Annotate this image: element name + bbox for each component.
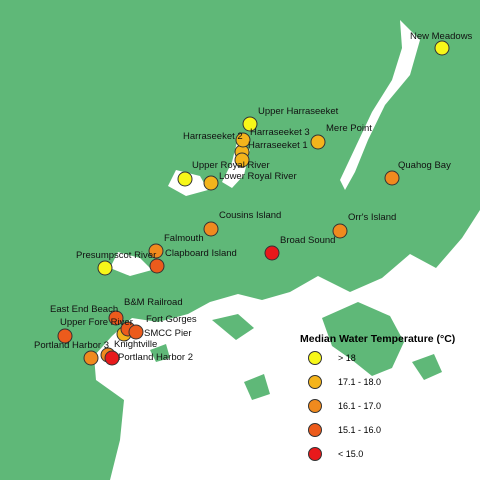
- site-marker: [83, 350, 99, 366]
- site-label: Knightville: [114, 339, 157, 350]
- site-marker: [57, 328, 73, 344]
- site-marker: [310, 134, 326, 150]
- site-label: SMCC Pier: [144, 328, 192, 339]
- site-label: Portland Harbor 2: [118, 352, 193, 363]
- site-label: Quahog Bay: [398, 160, 451, 171]
- site-marker: [235, 132, 251, 148]
- legend-swatch: [308, 423, 322, 437]
- legend-items: > 18 17.1 - 18.0 16.1 - 17.0 15.1 - 16.0 < 1…: [308, 351, 381, 461]
- site-label: Portland Harbor 3: [34, 340, 109, 351]
- inlet: [110, 252, 152, 276]
- legend-swatch: [308, 399, 322, 413]
- site-marker: [104, 350, 120, 366]
- legend-swatch: [308, 375, 322, 389]
- site-marker: [384, 170, 400, 186]
- site-marker: [177, 171, 193, 187]
- site-marker: [97, 260, 113, 276]
- legend-swatch: [308, 447, 322, 461]
- legend-title: Median Water Temperature (°C): [300, 333, 455, 345]
- site-marker: [234, 152, 250, 168]
- legend-swatch: [308, 351, 322, 365]
- site-label: East End Beach: [50, 304, 118, 315]
- inlet: [340, 20, 420, 190]
- site-label: B&M Railroad: [124, 297, 183, 308]
- site-marker: [434, 40, 450, 56]
- site-label: Upper Fore River: [60, 317, 133, 328]
- island: [412, 354, 442, 380]
- site-label: Harraseeket 1: [248, 140, 308, 151]
- site-marker: [148, 243, 164, 259]
- legend-label: > 18: [338, 353, 356, 363]
- legend-label: < 15.0: [338, 449, 363, 459]
- island: [322, 302, 404, 376]
- site-label: Lower Royal River: [219, 171, 297, 182]
- legend-label: 15.1 - 16.0: [338, 425, 381, 435]
- site-label: Mere Point: [326, 123, 372, 134]
- site-marker: [203, 221, 219, 237]
- site-marker: [108, 310, 124, 326]
- site-label: Harraseeket 3: [250, 127, 310, 138]
- island: [212, 314, 254, 340]
- island: [150, 344, 170, 362]
- site-label: Orr's Island: [348, 212, 396, 223]
- site-label: Clapboard Island: [165, 248, 237, 259]
- island: [244, 374, 270, 400]
- site-label: Harraseeket 2: [183, 131, 243, 142]
- site-marker: [264, 245, 280, 261]
- site-marker: [203, 175, 219, 191]
- legend: Median Water Temperature (°C) > 18 17.1 -…: [300, 333, 455, 461]
- sites-layer: New Meadows Upper Harraseeket Harraseeket …: [34, 31, 473, 366]
- site-label: Upper Royal River: [192, 160, 270, 171]
- site-label: Broad Sound: [280, 235, 335, 246]
- site-label: Falmouth: [164, 233, 204, 244]
- site-marker: [149, 258, 165, 274]
- site-marker: [242, 116, 258, 132]
- island: [300, 200, 326, 230]
- site-label: Presumpscot River: [76, 250, 156, 261]
- site-label: New Meadows: [410, 31, 473, 42]
- site-marker: [332, 223, 348, 239]
- legend-label: 17.1 - 18.0: [338, 377, 381, 387]
- site-label: Upper Harraseeket: [258, 106, 339, 117]
- site-label: Cousins Island: [219, 210, 281, 221]
- site-label: Fort Gorges: [146, 314, 197, 325]
- legend-label: 16.1 - 17.0: [338, 401, 381, 411]
- site-marker: [128, 324, 144, 340]
